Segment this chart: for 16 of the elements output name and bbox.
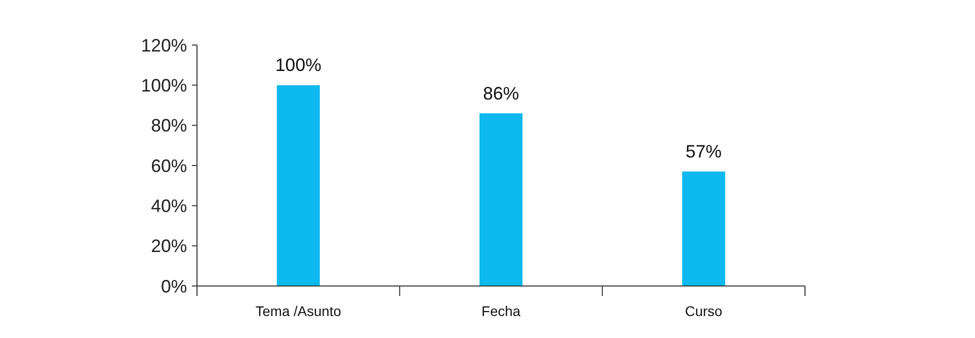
y-tick-label: 100% <box>140 75 187 96</box>
data-label: 100% <box>275 55 322 76</box>
y-tick-label: 80% <box>150 116 187 136</box>
bar <box>480 113 522 286</box>
x-tick-label: Fecha <box>482 303 521 319</box>
bar <box>276 85 320 286</box>
x-tick-label: Curso <box>684 303 723 319</box>
y-tick-label: 60% <box>150 156 187 176</box>
data-label: 57% <box>686 142 722 162</box>
data-label: 86% <box>482 83 520 104</box>
y-tick-label: 20% <box>150 236 187 256</box>
bar <box>682 172 726 286</box>
y-tick-label: 120% <box>140 35 187 56</box>
x-tick-label: Tema /Asunto <box>256 303 342 319</box>
y-tick-label: 0% <box>160 276 187 296</box>
y-tick-label: 40% <box>150 196 187 216</box>
